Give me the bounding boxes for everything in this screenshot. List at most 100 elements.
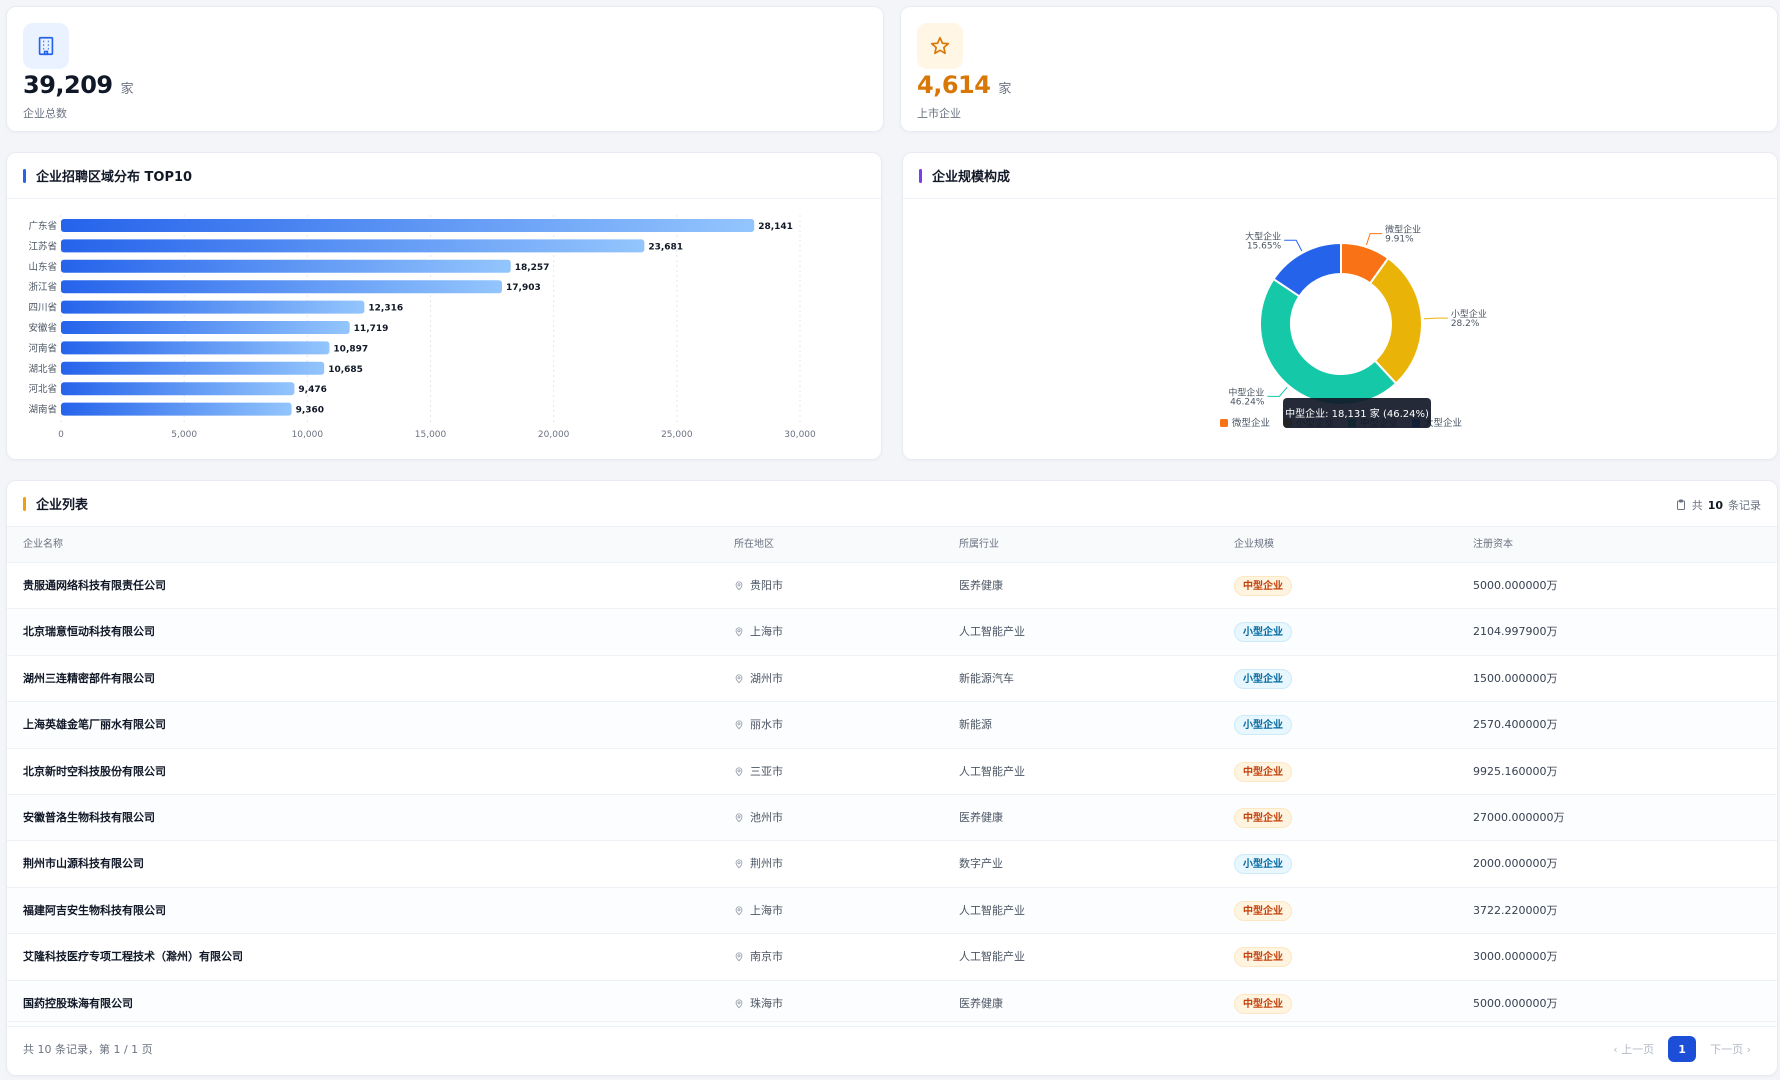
bar[interactable]	[61, 300, 365, 314]
location-icon	[735, 906, 743, 916]
company-name[interactable]: 艾隆科技医疗专项工程技术（滁州）有限公司	[23, 950, 243, 964]
bar[interactable]	[61, 402, 292, 416]
page-button-current[interactable]: 1	[1668, 1036, 1697, 1062]
chevron-right-icon: ›	[1743, 1043, 1751, 1056]
company-name[interactable]: 北京新时空科技股份有限公司	[23, 764, 166, 778]
bar[interactable]	[61, 361, 325, 375]
column-header-region[interactable]: 所在地区	[734, 539, 774, 550]
scale-badge: 中型企业	[1234, 761, 1292, 782]
region-text: 贵阳市	[750, 579, 783, 592]
region-distribution-card: 企业招聘区域分布 TOP10 0 5,000 10,000 15,000 20,000 2…	[6, 152, 882, 460]
company-industry: 新能源汽车	[959, 671, 1014, 685]
bar[interactable]	[61, 259, 511, 273]
location-icon	[735, 674, 743, 684]
bar[interactable]	[61, 382, 295, 396]
table-row[interactable]: 北京新时空科技股份有限公司 三亚市 人工智能产业 中型企业 9925.160000万	[7, 749, 1777, 795]
company-scale: 小型企业	[1234, 702, 1292, 748]
company-name[interactable]: 荆州市山源科技有限公司	[23, 857, 144, 871]
bar[interactable]	[61, 341, 330, 355]
company-capital: 3000.000000万	[1473, 950, 1558, 964]
scale-badge: 小型企业	[1234, 668, 1292, 689]
clipboard-icon	[1676, 499, 1685, 510]
slice-percent-label: 46.24%	[1230, 397, 1265, 407]
company-name[interactable]: 国药控股珠海有限公司	[23, 996, 133, 1010]
table-row[interactable]: 安徽普洛生物科技有限公司 池州市 医养健康 中型企业 27000.000000万	[7, 794, 1777, 842]
bar-value-label: 28,141	[758, 222, 793, 232]
company-industry: 新能源	[959, 718, 992, 732]
table-row[interactable]: 福建阿吉安生物科技有限公司 上海市 人工智能产业 中型企业 3722.220000万	[7, 887, 1777, 935]
column-header-scale[interactable]: 企业规模	[1234, 539, 1274, 550]
y-category-label: 四川省	[28, 302, 57, 314]
legend-label[interactable]: 微型企业	[1232, 417, 1270, 429]
kpi-card-listed: 4,614 家 上市企业	[900, 6, 1778, 132]
scale-badge: 中型企业	[1234, 947, 1292, 968]
prev-page-button[interactable]: ‹ 上一页	[1613, 1041, 1654, 1057]
chevron-left-icon: ‹	[1613, 1043, 1622, 1056]
kpi-total-value: 39,209	[23, 71, 113, 99]
x-tick-label: 30,000	[784, 430, 816, 440]
table-row[interactable]: 艾隆科技医疗专项工程技术（滁州）有限公司 南京市 人工智能产业 中型企业 3000.00…	[7, 934, 1777, 981]
donut-slice[interactable]	[1272, 241, 1342, 298]
company-scale: 中型企业	[1234, 795, 1292, 841]
tooltip-text: 中型企业: 18,131 家 (46.24%)	[1285, 407, 1429, 420]
bar-value-label: 18,257	[515, 263, 550, 273]
slice-name-label: 中型企业	[1228, 386, 1264, 398]
table-row[interactable]: 上海英雄金笔厂丽水有限公司 丽水市 新能源 小型企业 2570.400000万	[7, 702, 1777, 749]
legend-label[interactable]: 大型企业	[1424, 417, 1462, 429]
table-row[interactable]: 贵服通网络科技有限责任公司 贵阳市 医养健康 中型企业 5000.000000万	[7, 563, 1777, 610]
company-region: 南京市	[734, 934, 783, 980]
table-row[interactable]: 湖州三连精密部件有限公司 湖州市 新能源汽车 小型企业 1500.000000万	[7, 656, 1777, 703]
label-leader-line	[1267, 386, 1288, 397]
bar[interactable]	[61, 219, 755, 232]
bar-value-label: 23,681	[648, 242, 683, 252]
company-region: 三亚市	[734, 749, 783, 795]
y-category-label: 湖南省	[28, 404, 57, 416]
company-name[interactable]: 北京瑞意恒动科技有限公司	[23, 625, 155, 639]
company-industry: 医养健康	[959, 810, 1003, 824]
company-name[interactable]: 贵服通网络科技有限责任公司	[23, 579, 166, 592]
scale-badge: 中型企业	[1234, 807, 1292, 828]
label-leader-line	[1284, 239, 1303, 252]
scale-badge: 小型企业	[1234, 622, 1292, 643]
scale-badge: 中型企业	[1234, 993, 1292, 1014]
column-header-name[interactable]: 企业名称	[23, 539, 63, 550]
donut-slice[interactable]	[1259, 277, 1398, 406]
bar[interactable]	[61, 280, 503, 294]
region-text: 池州市	[750, 810, 783, 824]
next-page-label: 下一页	[1710, 1043, 1744, 1056]
company-scale: 中型企业	[1234, 934, 1292, 980]
table-body: 贵服通网络科技有限责任公司 贵阳市 医养健康 中型企业 5000.000000万 北京瑞意…	[7, 563, 1777, 1027]
scale-donut-chart: 微型企业9.91%小型企业28.2%中型企业46.24%大型企业15.65%微型…	[1220, 224, 1487, 429]
bar-value-label: 10,897	[333, 344, 368, 354]
scale-badge: 小型企业	[1234, 715, 1292, 736]
company-name[interactable]: 上海英雄金笔厂丽水有限公司	[23, 718, 166, 732]
company-scale: 中型企业	[1234, 981, 1292, 1027]
next-page-button[interactable]: 下一页 ›	[1710, 1041, 1751, 1057]
company-capital: 2104.997900万	[1473, 625, 1558, 639]
company-name[interactable]: 福建阿吉安生物科技有限公司	[23, 903, 166, 917]
company-name[interactable]: 安徽普洛生物科技有限公司	[23, 810, 155, 824]
bar-value-label: 12,316	[368, 304, 403, 314]
company-industry: 医养健康	[959, 996, 1003, 1010]
location-icon	[735, 720, 743, 730]
slice-name-label: 小型企业	[1451, 308, 1487, 320]
record-prefix: 共	[1691, 499, 1703, 512]
bar[interactable]	[61, 239, 645, 253]
kpi-total-label: 企业总数	[23, 107, 67, 120]
kpi-listed-label: 上市企业	[917, 107, 961, 120]
company-name[interactable]: 湖州三连精密部件有限公司	[23, 671, 155, 685]
scale-badge: 小型企业	[1234, 854, 1292, 875]
table-row[interactable]: 荆州市山源科技有限公司 荆州市 数字产业 小型企业 2000.000000万	[7, 841, 1777, 888]
table-row[interactable]: 国药控股珠海有限公司 珠海市 医养健康 中型企业 5000.000000万	[7, 980, 1777, 1027]
company-capital: 27000.000000万	[1473, 810, 1565, 824]
bar[interactable]	[61, 321, 350, 334]
pagination-summary: 共 10 条记录，第 1 / 1 页	[23, 1042, 153, 1056]
table-row[interactable]: 北京瑞意恒动科技有限公司 上海市 人工智能产业 小型企业 2104.997900万	[7, 609, 1777, 656]
company-region: 荆州市	[734, 841, 783, 887]
prev-page-label: 上一页	[1621, 1043, 1655, 1056]
region-text: 南京市	[750, 950, 783, 964]
location-icon	[735, 952, 743, 962]
y-category-label: 浙江省	[28, 281, 57, 293]
column-header-industry[interactable]: 所属行业	[959, 539, 999, 550]
column-header-capital[interactable]: 注册资本	[1473, 539, 1513, 550]
